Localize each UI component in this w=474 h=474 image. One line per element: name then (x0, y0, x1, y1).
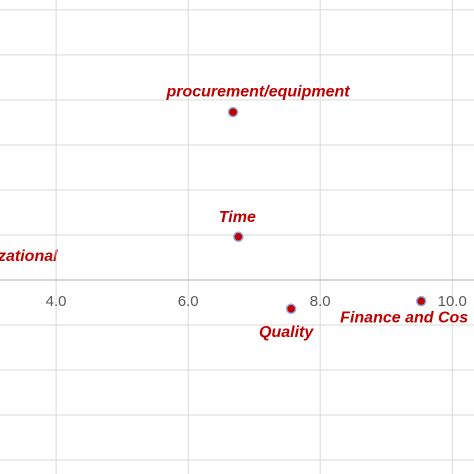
point-label: Finance and Cos (340, 309, 468, 326)
x-tick-label: 10.0 (438, 293, 467, 310)
scatter-point (233, 231, 244, 243)
x-tick-label: 8.0 (310, 293, 331, 310)
x-tick-label: 4.0 (46, 293, 67, 310)
point-label: Time (219, 209, 256, 226)
x-tick-label: 6.0 (178, 293, 199, 310)
annotation: zational (0, 248, 58, 265)
point-label: Quality (259, 324, 314, 341)
scatter-point (227, 106, 239, 118)
point-label: procurement/equipment (165, 83, 350, 100)
scatter-point (415, 295, 427, 307)
scatter-point (285, 303, 297, 315)
